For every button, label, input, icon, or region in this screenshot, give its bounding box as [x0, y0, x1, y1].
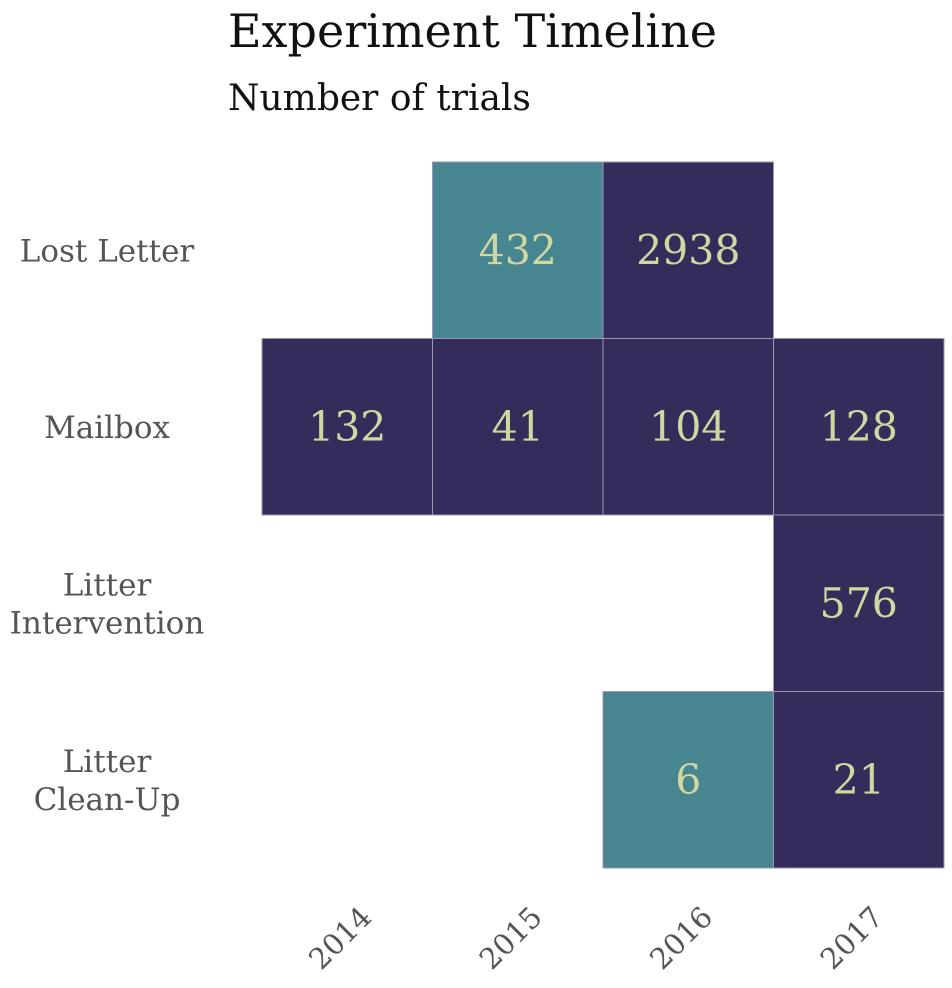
heatmap-cell-value: 41: [492, 403, 544, 451]
heatmap-cell: 21: [773, 691, 945, 869]
row-label: Intervention: [10, 605, 205, 641]
heatmap-cell-value: 2938: [636, 226, 740, 274]
heatmap-cell-value: 6: [675, 756, 701, 804]
heatmap-cell: 128: [773, 338, 945, 516]
heatmap-cell-rect: [773, 514, 945, 692]
column-labels: 2014 2015 2016 2017: [302, 900, 890, 976]
heatmap-cell-rect: [602, 161, 774, 339]
heatmap-cell: 132: [261, 338, 433, 516]
heatmap-cell-value: 128: [820, 403, 898, 451]
heatmap-cell-rect: [773, 691, 945, 869]
heatmap-cell-rect: [261, 338, 433, 516]
heatmap-cell-value: 104: [649, 403, 727, 451]
heatmap-cell: 432: [432, 161, 604, 339]
heatmap-cells: 432 2938 132 41 104 128 576 6 21: [261, 161, 945, 869]
heatmap-cell: 104: [602, 338, 774, 516]
row-label: Lost Letter: [20, 233, 195, 269]
chart-title: Experiment Timeline: [228, 4, 717, 58]
heatmap-cell-rect: [432, 338, 604, 516]
heatmap-cell: 41: [432, 338, 604, 516]
heatmap-cell-value: 576: [820, 579, 898, 627]
row-label: Litter: [63, 567, 152, 603]
heatmap-cell-value: 132: [308, 403, 386, 451]
column-label: 2017: [814, 900, 890, 976]
heatmap-cell-value: 432: [479, 226, 557, 274]
heatmap-cell-rect: [432, 161, 604, 339]
row-label: Clean-Up: [34, 782, 181, 818]
row-label: Litter: [63, 744, 152, 780]
heatmap-cell: 576: [773, 514, 945, 692]
column-label: 2014: [302, 900, 378, 976]
column-label: 2016: [643, 900, 719, 976]
column-label: 2015: [473, 900, 549, 976]
heatmap-cell-rect: [773, 338, 945, 516]
heatmap-cell-rect: [602, 338, 774, 516]
row-labels: Lost LetterMailboxLitterInterventionLitt…: [10, 233, 205, 818]
heatmap-cell: 2938: [602, 161, 774, 339]
heatmap-cell-value: 21: [833, 756, 885, 804]
row-label: Mailbox: [44, 410, 171, 446]
heatmap-cell-rect: [602, 691, 774, 869]
heatmap-cell: 6: [602, 691, 774, 869]
chart-subtitle: Number of trials: [228, 78, 531, 119]
